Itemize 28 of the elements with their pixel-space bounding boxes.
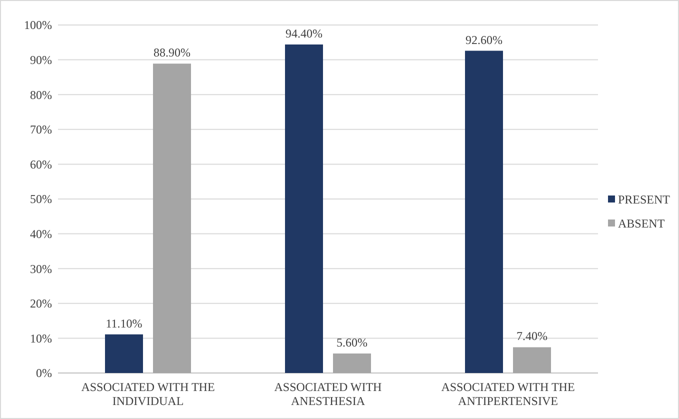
data-label: 92.60% <box>466 32 502 47</box>
bar <box>513 347 551 373</box>
data-label: 88.90% <box>154 46 190 60</box>
y-tick-label: 0% <box>36 366 52 380</box>
bar <box>105 334 143 373</box>
bar <box>465 50 503 373</box>
data-label: 5.60% <box>336 336 368 350</box>
legend-label: ABSENT <box>618 216 666 231</box>
y-tick-label: 100% <box>24 18 52 32</box>
legend-label: PRESENT <box>618 192 671 207</box>
y-tick-label: 80% <box>30 88 52 102</box>
bar <box>285 44 323 373</box>
y-tick-label: 40% <box>30 227 52 241</box>
y-tick-label: 20% <box>30 296 52 311</box>
y-tick-label: 50% <box>30 192 52 206</box>
x-tick-label: ASSOCIATED WITH ANESTHESIA <box>274 380 382 408</box>
data-label: 94.40% <box>286 26 322 40</box>
data-label: 7.40% <box>516 329 548 344</box>
y-tick-label: 90% <box>30 53 52 67</box>
x-tick-label: ASSOCIATED WITH THE INDIVIDUAL <box>81 380 215 408</box>
bar <box>333 354 371 373</box>
bar <box>153 64 191 373</box>
y-tick-label: 70% <box>30 122 52 137</box>
y-tick-label: 60% <box>30 157 52 172</box>
data-label: 11.10% <box>106 316 142 330</box>
x-tick-label: ASSOCIATED WITH THE ANTIPERTENSIVE <box>441 380 575 408</box>
y-tick-label: 10% <box>30 331 52 346</box>
y-tick-label: 30% <box>30 262 52 276</box>
